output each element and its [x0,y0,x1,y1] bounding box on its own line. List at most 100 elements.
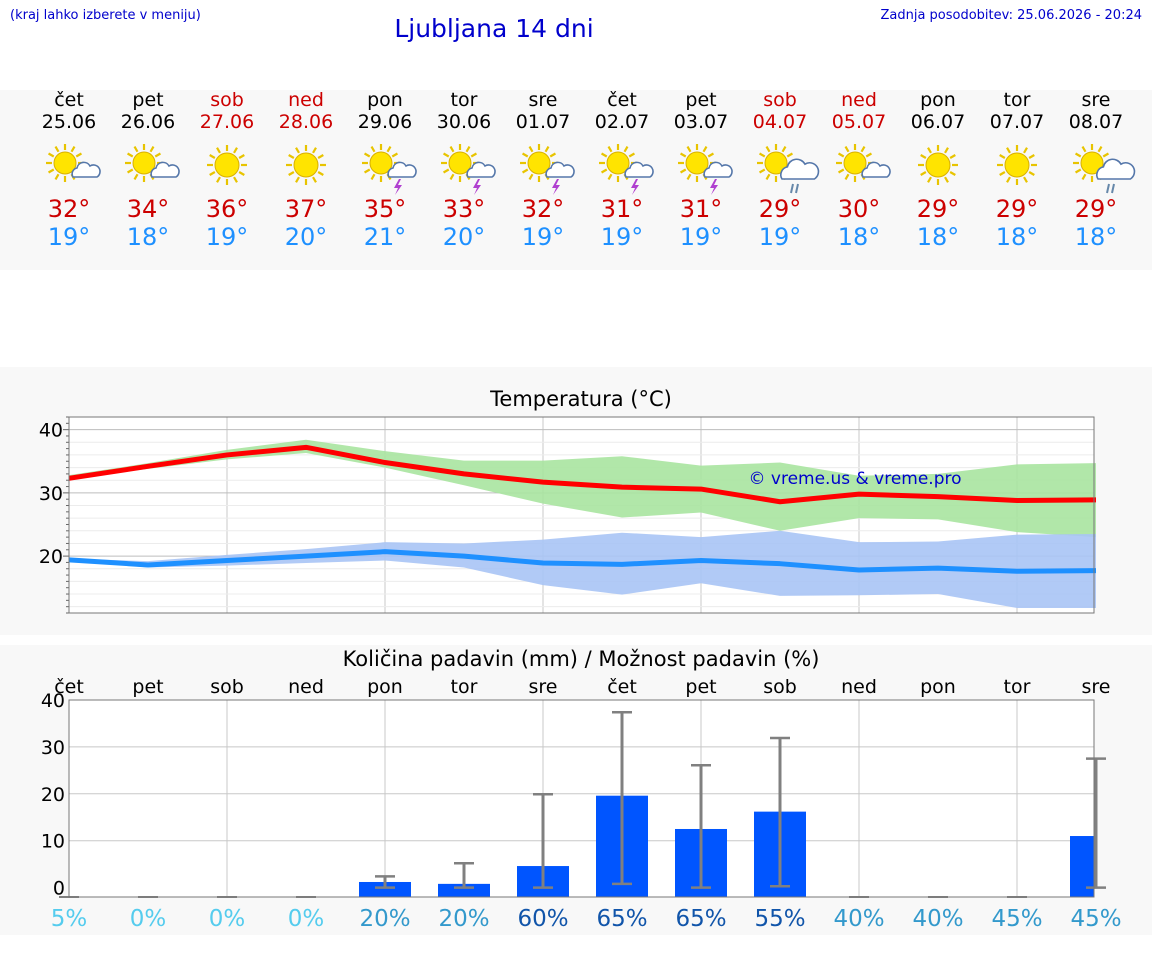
sun-ray [521,152,529,158]
x-category-label: pet [132,676,163,698]
min-temperature: 18° [995,223,1039,251]
sun-thunder-icon [520,144,575,195]
sun-thunder-icon [599,144,654,195]
max-temperature: 36° [205,195,249,223]
last-updated: Zadnja posodobitev: 25.06.2026 - 20:24 [880,8,1142,23]
x-category-label: sre [1082,676,1111,698]
day-column: čet 25.06 32° 19° [29,89,109,251]
sun-ray [312,147,317,154]
plot-border [68,416,1095,614]
sun-icon [997,145,1037,185]
sun-disc [764,151,788,175]
sun-ray [149,145,155,153]
rain-drop [790,183,794,194]
day-date: 06.07 [910,111,966,133]
sun-ray [927,176,932,183]
min-temperature-band [69,530,1096,608]
day-date: 02.07 [594,111,650,133]
sun-ray [920,154,927,159]
y-tick-label: 0 [53,878,65,900]
day-name: sre [528,89,558,111]
rain-drop [1106,183,1110,194]
sun-ray [628,152,636,158]
sun-ray [679,168,687,174]
sun-ray [679,152,687,158]
sun-rain-icon [757,144,820,194]
sun-icon [997,145,1037,185]
sun-ray [600,152,608,158]
cloud-shape [466,161,496,178]
day-date: 28.06 [278,111,334,133]
day-name: čet [54,89,84,111]
min-temperature: 19° [521,223,565,251]
precipitation-probability: 65% [675,906,726,932]
sun-ray [238,154,245,159]
max-temperature: 35° [363,195,407,223]
min-temperature: 19° [679,223,723,251]
sun-ray [391,152,399,158]
precipitation-probability: 60% [517,906,568,932]
precipitation-probability: 20% [438,906,489,932]
sun-ray [920,171,927,176]
day-column: pon 29.06 35° 21° [345,89,425,251]
day-column: ned 28.06 37° 20° [266,89,346,251]
sun-ray [1023,147,1028,154]
min-temperature-line [68,549,1097,574]
sun-ray [865,152,873,158]
sun-ray [1102,152,1110,158]
sun-ray [607,173,613,181]
sun-ray [363,168,371,174]
sun-cloud-icon [125,144,180,182]
sun-ray [449,145,455,153]
sun-cloud-icon [836,144,891,182]
sun-rain-icon [1073,144,1136,194]
watermark: © vreme.us & vreme.pro [748,469,961,489]
sun-ray [370,173,376,181]
sun-ray [781,145,787,153]
sun-thunder-icon [441,144,496,195]
sun-ray [844,145,850,153]
cloud-shape [861,161,891,178]
y-tick-label: 20 [39,546,63,568]
sun-ray [544,145,550,153]
min-temperature: 18° [916,223,960,251]
day-date: 05.07 [831,111,887,133]
sun-ray [944,147,949,154]
sun-ray [238,171,245,176]
sun-ray [786,152,794,158]
precipitation-probability: 5% [51,906,88,932]
sun-ray [317,154,324,159]
day-date: 25.06 [41,111,97,133]
max-temperature: 32° [521,195,565,223]
sun-ray [442,152,450,158]
precipitation-probability: 45% [1070,906,1121,932]
sun-ray [233,147,238,154]
y-tick-label: 20 [41,784,65,806]
sun-ray [1081,173,1087,181]
sun-ray [317,171,324,176]
day-column: čet 02.07 31° 19° [582,89,662,251]
precipitation-bar [359,881,411,897]
sun-disc [925,152,951,178]
x-category-label: ned [841,676,877,698]
max-temperature: 29° [758,195,802,223]
cloud-shape [703,161,733,178]
cloud-shape [1096,158,1136,180]
y-tick-label: 10 [41,831,65,853]
sun-ray [465,145,471,153]
day-column: pon 06.07 29° 18° [898,89,978,251]
x-category-label: čet [607,676,637,698]
sun-ray [927,147,932,154]
sun-ray [133,145,139,153]
precipitation-probability: 0% [288,906,325,932]
day-date: 08.07 [1068,111,1124,133]
sun-ray [600,168,608,174]
sun-ray [549,152,557,158]
sun-ray [47,152,55,158]
sun-ray [837,152,845,158]
day-name: čet [607,89,637,111]
sun-ray [1074,168,1082,174]
max-temperature: 29° [1074,195,1118,223]
min-temperature: 19° [205,223,249,251]
sun-ray [686,145,692,153]
